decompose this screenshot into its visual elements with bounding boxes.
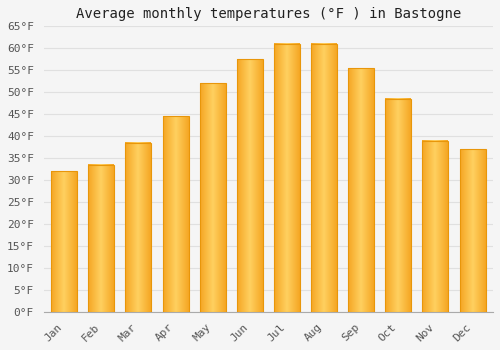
Bar <box>162 116 188 312</box>
Bar <box>386 99 411 312</box>
Bar <box>348 68 374 312</box>
Bar <box>237 59 263 312</box>
Title: Average monthly temperatures (°F ) in Bastogne: Average monthly temperatures (°F ) in Ba… <box>76 7 461 21</box>
Bar <box>200 83 226 312</box>
Bar <box>422 141 448 312</box>
Bar <box>51 171 77 312</box>
Bar <box>311 44 337 312</box>
Bar <box>126 143 152 312</box>
Bar <box>274 44 300 312</box>
Bar <box>88 165 114 312</box>
Bar <box>460 149 485 312</box>
